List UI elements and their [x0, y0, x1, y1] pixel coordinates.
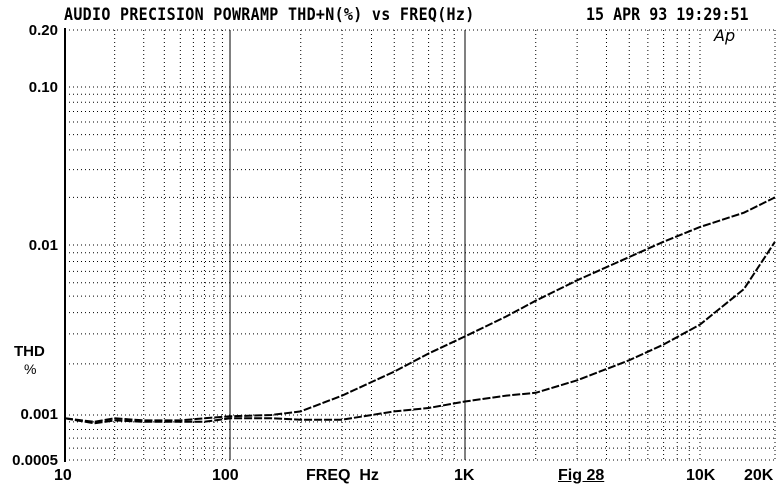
- x-tick-100: 100: [212, 467, 239, 484]
- series-line: [64, 196, 776, 423]
- timestamp: 15 APR 93 19:29:51: [586, 4, 749, 25]
- x-tick-10k: 10K: [686, 467, 716, 484]
- y-tick-0-001: 0.001: [20, 406, 58, 423]
- data-curves: [64, 196, 776, 425]
- x-tick-10: 10: [54, 467, 72, 484]
- y-axis-unit: %: [24, 361, 37, 377]
- x-tick-20k: 20K: [744, 467, 774, 484]
- y-tick-0-20: 0.20: [28, 22, 58, 39]
- y-axis-title: THD: [14, 343, 45, 360]
- figure-label: Fig 28: [558, 467, 605, 484]
- grid-lines: [64, 29, 776, 461]
- y-tick-0-01: 0.01: [28, 237, 58, 254]
- chart-title: AUDIO PRECISION POWRAMP THD+N(%) vs FREQ…: [64, 4, 475, 25]
- x-tick-1k: 1K: [454, 467, 475, 484]
- series-line: [64, 241, 776, 425]
- y-tick-0-10: 0.10: [28, 79, 58, 96]
- y-tick-0-0005: 0.0005: [12, 452, 58, 469]
- x-axis-title: FREQ Hz: [306, 467, 379, 484]
- ap-logo: Ap: [714, 26, 736, 45]
